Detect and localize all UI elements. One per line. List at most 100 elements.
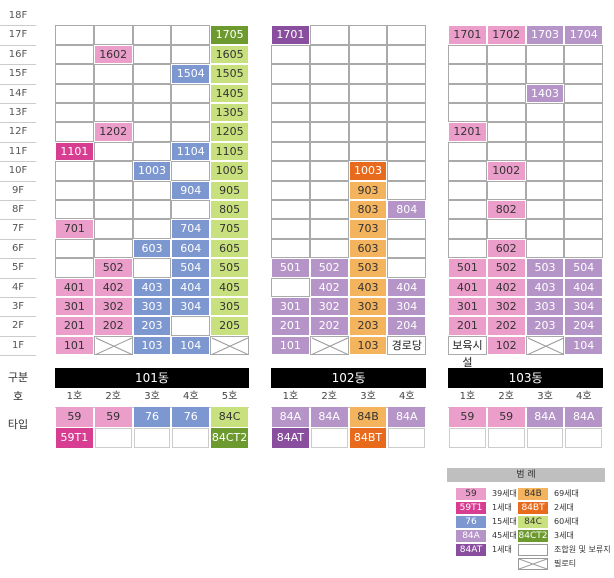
unit-1205: 1205 (210, 122, 249, 142)
special-type-cell (526, 428, 564, 448)
unit-cell (525, 161, 565, 181)
floor-label: 17F (8, 29, 28, 41)
unit-cell (93, 200, 133, 220)
unit-903: 903 (348, 180, 388, 200)
unit-cell (486, 141, 526, 162)
type-cell: 84B (349, 407, 387, 427)
unit-201: 201 (448, 316, 487, 336)
legend-swatch: 84AT (456, 544, 486, 556)
unit-cell (448, 141, 487, 162)
unit-1202: 1202 (93, 122, 133, 142)
unit-cell (387, 258, 427, 278)
floor-divider (0, 258, 36, 260)
unit-cell (525, 64, 565, 84)
side-label-row_type: 타입 (7, 418, 29, 431)
unit-cell (486, 103, 526, 123)
floor-divider (0, 103, 36, 104)
floor-label: 4F (11, 281, 25, 293)
unit-cell (309, 103, 349, 123)
unit-104: 104 (564, 335, 604, 356)
unit-602: 602 (486, 238, 526, 259)
unit-1002: 1002 (486, 161, 526, 181)
unit-cell (448, 83, 487, 103)
unit-cell (55, 83, 94, 103)
unit-101: 101 (271, 335, 310, 356)
legend-swatch: 59 (456, 488, 486, 500)
unit-cell (448, 103, 487, 123)
legend-swatch: 59T1 (456, 502, 486, 514)
unit-101: 101 (55, 335, 94, 356)
unit-103: 103 (348, 335, 388, 356)
unit-cell (564, 141, 604, 162)
unit-cell (309, 122, 349, 142)
special-type-cell (133, 428, 171, 448)
unit-cell (271, 180, 310, 200)
floor-divider (0, 355, 36, 357)
unit-cell (309, 238, 349, 259)
legend-swatch: 84B (518, 488, 548, 500)
floor-label: 18F (8, 10, 28, 21)
unit-cell (564, 219, 604, 239)
unit-1105: 1105 (210, 141, 249, 162)
unit-cell (448, 44, 487, 65)
legend-swatch (518, 544, 548, 556)
unit-102: 102 (486, 335, 526, 356)
unit-1504: 1504 (171, 64, 211, 84)
unit-cell (525, 219, 565, 239)
unit-404: 404 (387, 277, 427, 297)
unit-보육시설: 보육시설 (448, 335, 487, 369)
unit-502: 502 (486, 258, 526, 278)
legend-text: 조합원 및 보류지 (554, 545, 611, 554)
type-cell: 59 (487, 407, 525, 427)
type-cell: 59 (449, 407, 486, 427)
floor-label: 1F (11, 339, 25, 351)
building-name: 103동 (448, 368, 604, 388)
unit-number-header: 5호 (210, 387, 249, 408)
unit-cell (525, 180, 565, 200)
unit-304: 304 (387, 297, 427, 317)
unit-number-header: 4호 (171, 387, 211, 408)
unit-203: 203 (348, 316, 388, 336)
legend-text: 1세대 (492, 545, 512, 554)
unit-cell (348, 83, 388, 103)
floor-label: 15F (8, 68, 28, 80)
pilotis-cell (93, 335, 133, 356)
unit-cell (271, 141, 310, 162)
unit-cell (271, 277, 310, 297)
unit-502: 502 (309, 258, 349, 278)
unit-303: 303 (525, 297, 565, 317)
legend-title: 범 례 (447, 468, 605, 482)
special-type-cell: 84BT (349, 428, 387, 448)
unit-cell (93, 64, 133, 84)
unit-cell (309, 25, 349, 45)
unit-cell (93, 238, 133, 259)
unit-cell (387, 141, 427, 162)
unit-cell (55, 25, 94, 45)
floor-divider (0, 161, 36, 163)
floor-divider (0, 122, 36, 124)
unit-number-header: 4호 (387, 387, 427, 408)
unit-cell (448, 64, 487, 84)
unit-1704: 1704 (564, 25, 604, 45)
unit-cell (564, 180, 604, 200)
floor-divider (0, 200, 36, 201)
unit-cell (387, 44, 427, 65)
floor-divider (0, 335, 36, 337)
unit-cell (387, 238, 427, 259)
unit-401: 401 (55, 277, 94, 297)
unit-cell (271, 200, 310, 220)
pilotis-cell (210, 335, 249, 356)
unit-404: 404 (564, 277, 604, 297)
floor-divider (0, 180, 36, 182)
unit-cell (309, 64, 349, 84)
unit-cell (55, 258, 94, 278)
unit-cell (486, 64, 526, 84)
unit-705: 705 (210, 219, 249, 239)
unit-605: 605 (210, 238, 249, 259)
unit-cell (309, 44, 349, 65)
unit-403: 403 (132, 277, 172, 297)
unit-cell (171, 161, 211, 181)
unit-cell (93, 83, 133, 103)
unit-cell (271, 161, 310, 181)
floor-label: 12F (8, 126, 28, 138)
